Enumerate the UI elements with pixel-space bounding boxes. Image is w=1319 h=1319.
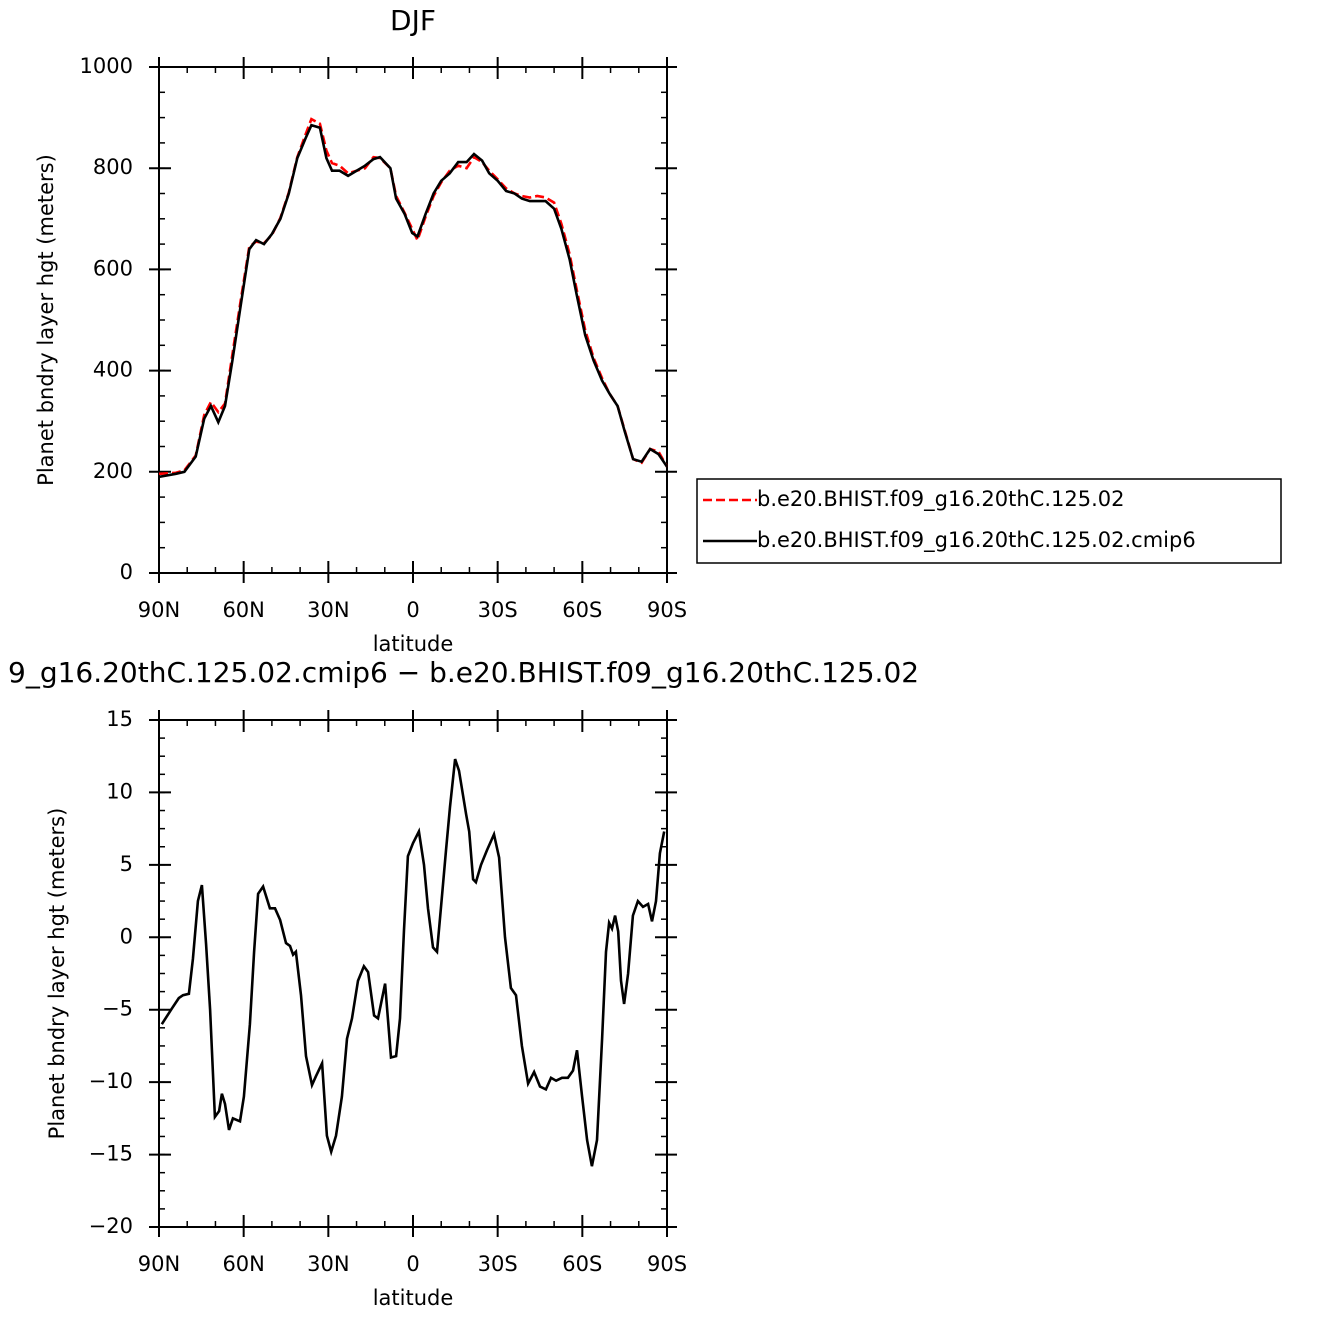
x-tick-label: 0 — [406, 598, 419, 622]
x-axis-label: latitude — [373, 632, 454, 656]
data-line — [158, 123, 669, 479]
x-tick-label: 60N — [222, 598, 264, 622]
y-tick-label: −15 — [89, 1142, 133, 1166]
plot-frame — [158, 719, 668, 1228]
y-tick-label: 0 — [120, 560, 133, 584]
data-line — [158, 117, 669, 476]
legend-label: b.e20.BHIST.f09_g16.20thC.125.02 — [757, 487, 1124, 512]
y-tick-label: −20 — [89, 1214, 133, 1238]
x-tick-label: 90N — [138, 598, 180, 622]
y-tick-label: 15 — [106, 707, 133, 731]
x-tick-label: 30S — [478, 598, 518, 622]
x-tick-label: 90N — [138, 1252, 180, 1276]
x-tick-label: 60S — [562, 1252, 602, 1276]
y-tick-label: 400 — [93, 358, 133, 382]
legend-label: b.e20.BHIST.f09_g16.20thC.125.02.cmip6 — [757, 528, 1196, 553]
y-axis-label: Planet bndry layer hgt (meters) — [45, 808, 69, 1140]
x-tick-label: 90S — [647, 1252, 687, 1276]
y-tick-label: 600 — [93, 256, 133, 280]
x-tick-label: 0 — [406, 1252, 419, 1276]
y-tick-label: 5 — [120, 852, 133, 876]
y-tick-label: −10 — [89, 1069, 133, 1093]
y-tick-label: 10 — [106, 779, 133, 803]
x-tick-label: 60N — [222, 1252, 264, 1276]
y-tick-label: 1000 — [80, 54, 133, 78]
x-tick-label: 30N — [307, 598, 349, 622]
chart-title: 9_g16.20thC.125.02.cmip6 − b.e20.BHIST.f… — [8, 656, 919, 689]
y-tick-label: 0 — [120, 924, 133, 948]
data-line — [160, 758, 666, 1167]
y-tick-label: 800 — [93, 155, 133, 179]
x-tick-label: 60S — [562, 598, 602, 622]
y-tick-label: −5 — [102, 997, 133, 1021]
plot-frame — [158, 66, 668, 574]
y-tick-label: 200 — [93, 459, 133, 483]
legend-box — [696, 478, 1282, 564]
chart-title: DJF — [390, 4, 436, 37]
x-tick-label: 30N — [307, 1252, 349, 1276]
x-axis-label: latitude — [373, 1286, 454, 1310]
y-axis-label: Planet bndry layer hgt (meters) — [34, 154, 58, 486]
x-tick-label: 30S — [478, 1252, 518, 1276]
x-tick-label: 90S — [647, 598, 687, 622]
